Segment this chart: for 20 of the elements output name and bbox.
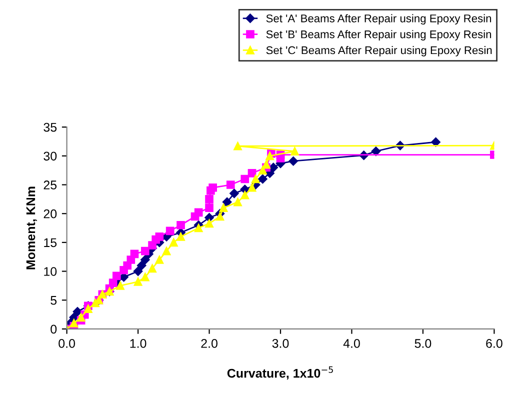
y-tick-label: 0 (50, 324, 57, 334)
y-tick-label: 20 (44, 209, 57, 218)
x-tick-label: 4.0 (343, 339, 360, 348)
y-tick-label: 35 (44, 122, 57, 132)
legend-label: Set 'B' Beams After Repair using Epoxy Resin (266, 30, 492, 40)
x-tick-label: 6.0 (486, 339, 502, 348)
y-tick-label: 30 (44, 152, 57, 161)
legend-label: Set 'A' Beams After Repair using Epoxy Resin (266, 14, 492, 25)
x-tick-label: 5.0 (414, 339, 432, 348)
x-tick-label: 1.0 (130, 339, 146, 348)
y-tick-label: 5 (50, 296, 57, 305)
x-axis-title: Curvature, 1x10$^{−5}$ (227, 366, 333, 380)
y-tick-label: 10 (44, 267, 57, 276)
y-axis-title: Moment, KNm (26, 186, 37, 270)
legend-label: Set 'C' Beams After Repair using Epoxy Resin (266, 46, 492, 56)
x-tick-label: 2.0 (201, 339, 218, 348)
x-tick-label: 3.0 (272, 339, 289, 348)
y-tick-label: 25 (44, 180, 57, 190)
y-tick-label: 15 (44, 238, 57, 248)
x-tick-label: 0.0 (58, 339, 76, 348)
